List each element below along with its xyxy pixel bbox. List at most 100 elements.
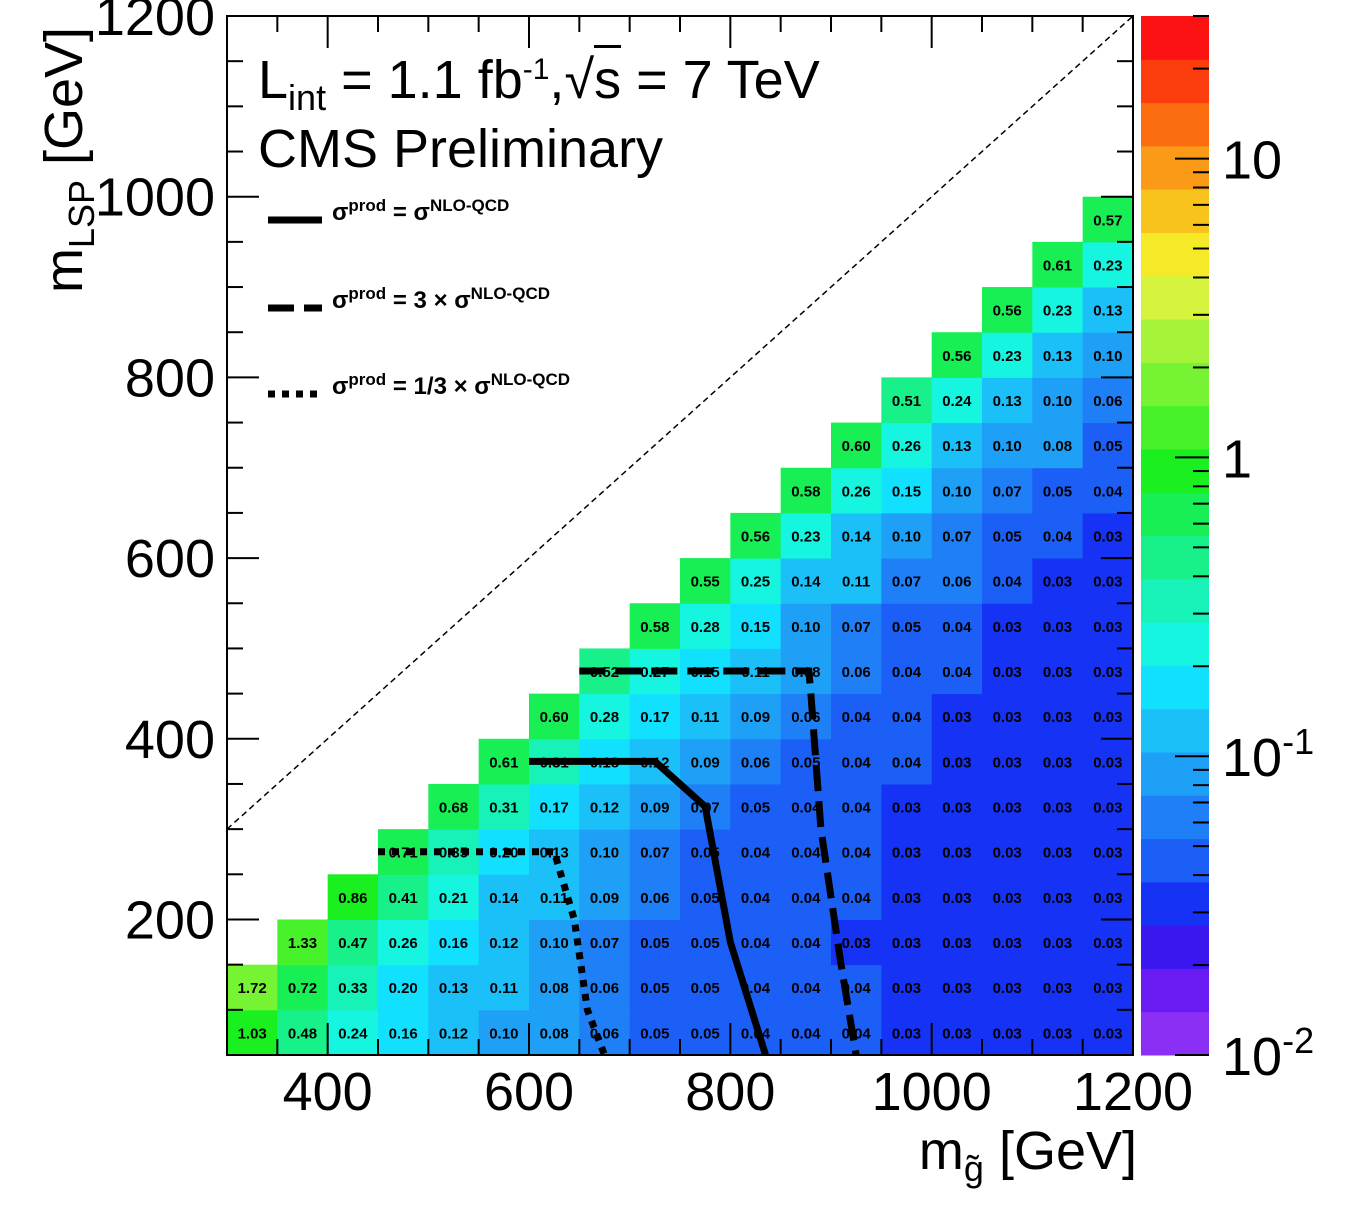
cell-value-label: 0.13 — [993, 393, 1022, 410]
palette-band — [1141, 362, 1209, 407]
cell-value-label: 0.04 — [892, 709, 922, 726]
palette-band — [1141, 751, 1209, 796]
cell-value-label: 0.14 — [489, 890, 519, 907]
heatmap-cell — [1082, 1009, 1134, 1056]
y-axis-label: mLSP [GeV] — [34, 26, 102, 294]
heatmap-cell — [982, 874, 1033, 920]
cell-value-label: 0.03 — [892, 845, 921, 862]
heatmap-cell — [831, 512, 882, 559]
heatmap-cell — [730, 783, 782, 830]
heatmap-cell — [1032, 603, 1084, 649]
cell-value-label: 0.16 — [389, 1025, 418, 1042]
cell-value-label: 0.04 — [993, 574, 1023, 591]
heatmap-cell — [327, 919, 379, 966]
cell-value-label: 0.28 — [590, 709, 619, 726]
heatmap-cell — [428, 1009, 480, 1056]
cell-value-label: 0.08 — [540, 1025, 569, 1042]
heatmap-cell-labels: 1.03 0.48 0.24 0.16 0.12 0.10 0.08 0.06 0.05 0.05… — [238, 212, 1124, 1042]
heatmap-cell — [1032, 829, 1084, 875]
palette-band — [1141, 665, 1209, 710]
palette-band — [1141, 16, 1209, 60]
heatmap-cell — [881, 964, 933, 1011]
heatmap-cell — [579, 783, 631, 830]
cell-value-label: 0.60 — [540, 709, 569, 726]
cell-value-label: 0.08 — [540, 980, 569, 997]
y-tick-label: 1200 — [95, 0, 215, 47]
heatmap-cell — [680, 603, 731, 649]
heatmap-cell — [831, 693, 882, 740]
palette-band — [1141, 708, 1209, 753]
heatmap-cell — [579, 829, 631, 875]
heatmap-cell — [1032, 693, 1084, 740]
x-tick-label: 1000 — [872, 1062, 992, 1122]
preliminary-label: CMS Preliminary — [258, 119, 664, 179]
cell-value-label: 0.58 — [640, 619, 669, 636]
legend-entry-dashed: σprod = 3 × σNLO-QCD — [332, 284, 550, 314]
heatmap-cell — [931, 332, 983, 378]
heatmap-cell — [881, 558, 933, 604]
heatmap-cell — [881, 919, 933, 966]
x-tick-label: 400 — [283, 1062, 373, 1122]
y-tick-label: 800 — [125, 348, 215, 408]
heatmap-cell — [730, 693, 782, 740]
cell-value-label: 0.13 — [942, 438, 971, 455]
diagonal-line — [226, 15, 1134, 830]
heatmap-cell — [327, 1009, 379, 1056]
cell-value-label: 0.03 — [1093, 664, 1122, 681]
cell-value-label: 0.17 — [540, 800, 569, 817]
cell-value-label: 0.05 — [640, 935, 669, 952]
cell-value-label: 0.09 — [691, 754, 720, 771]
palette-band — [1141, 492, 1209, 536]
cell-value-label: 0.04 — [842, 800, 872, 817]
heatmap-cell — [730, 738, 782, 785]
y-tick-label: 200 — [125, 890, 215, 950]
cell-value-label: 0.03 — [993, 754, 1022, 771]
heatmap-cell — [931, 1009, 983, 1056]
x-tick-label: 1200 — [1073, 1062, 1193, 1122]
palette-band — [1141, 232, 1209, 277]
heatmap-cell — [730, 558, 782, 604]
heatmap-cell — [1082, 783, 1134, 830]
heatmap-cell — [1082, 512, 1134, 559]
cell-value-label: 0.04 — [791, 890, 821, 907]
cell-value-label: 0.05 — [691, 890, 720, 907]
heatmap-cell — [1032, 377, 1084, 424]
heatmap-cell — [730, 603, 782, 649]
cell-value-label: 1.72 — [238, 980, 267, 997]
heatmap-cell — [931, 829, 983, 875]
heatmap-cell — [1032, 332, 1084, 378]
palette-band — [1141, 319, 1209, 363]
cell-value-label: 0.06 — [842, 664, 871, 681]
cell-value-label: 0.61 — [489, 754, 518, 771]
heatmap-cell — [629, 874, 681, 920]
heatmap-cell — [378, 1009, 429, 1056]
heatmap-cell — [831, 964, 882, 1011]
x-tick-label: 800 — [685, 1062, 775, 1122]
heatmap-cell — [629, 964, 681, 1011]
heatmap-cell — [529, 783, 580, 830]
heatmap-cell — [982, 783, 1033, 830]
heatmap-cell — [831, 783, 882, 830]
heatmap-cell — [478, 874, 530, 920]
heatmap-cell — [982, 467, 1033, 514]
cell-value-label: 0.10 — [489, 1025, 518, 1042]
heatmap-cell — [378, 919, 429, 966]
cell-value-label: 0.03 — [842, 935, 871, 952]
palette-tick-label: 10-1 — [1222, 721, 1314, 788]
cell-value-label: 0.86 — [338, 890, 367, 907]
cell-value-label: 0.23 — [1043, 303, 1072, 320]
cell-value-label: 0.06 — [590, 980, 619, 997]
cell-value-label: 0.07 — [842, 619, 871, 636]
heatmap-cell — [931, 874, 983, 920]
cell-value-label: 0.51 — [892, 393, 921, 410]
heatmap-cell — [1082, 422, 1134, 469]
heatmap-cell — [629, 1009, 681, 1056]
cell-value-label: 0.04 — [791, 800, 821, 817]
cell-value-label: 0.56 — [741, 529, 770, 546]
cell-value-label: 0.03 — [1043, 890, 1072, 907]
cell-value-label: 0.12 — [590, 800, 619, 817]
cell-value-label: 0.03 — [1093, 754, 1122, 771]
cell-value-label: 0.10 — [942, 483, 971, 500]
cell-value-label: 0.03 — [993, 619, 1022, 636]
